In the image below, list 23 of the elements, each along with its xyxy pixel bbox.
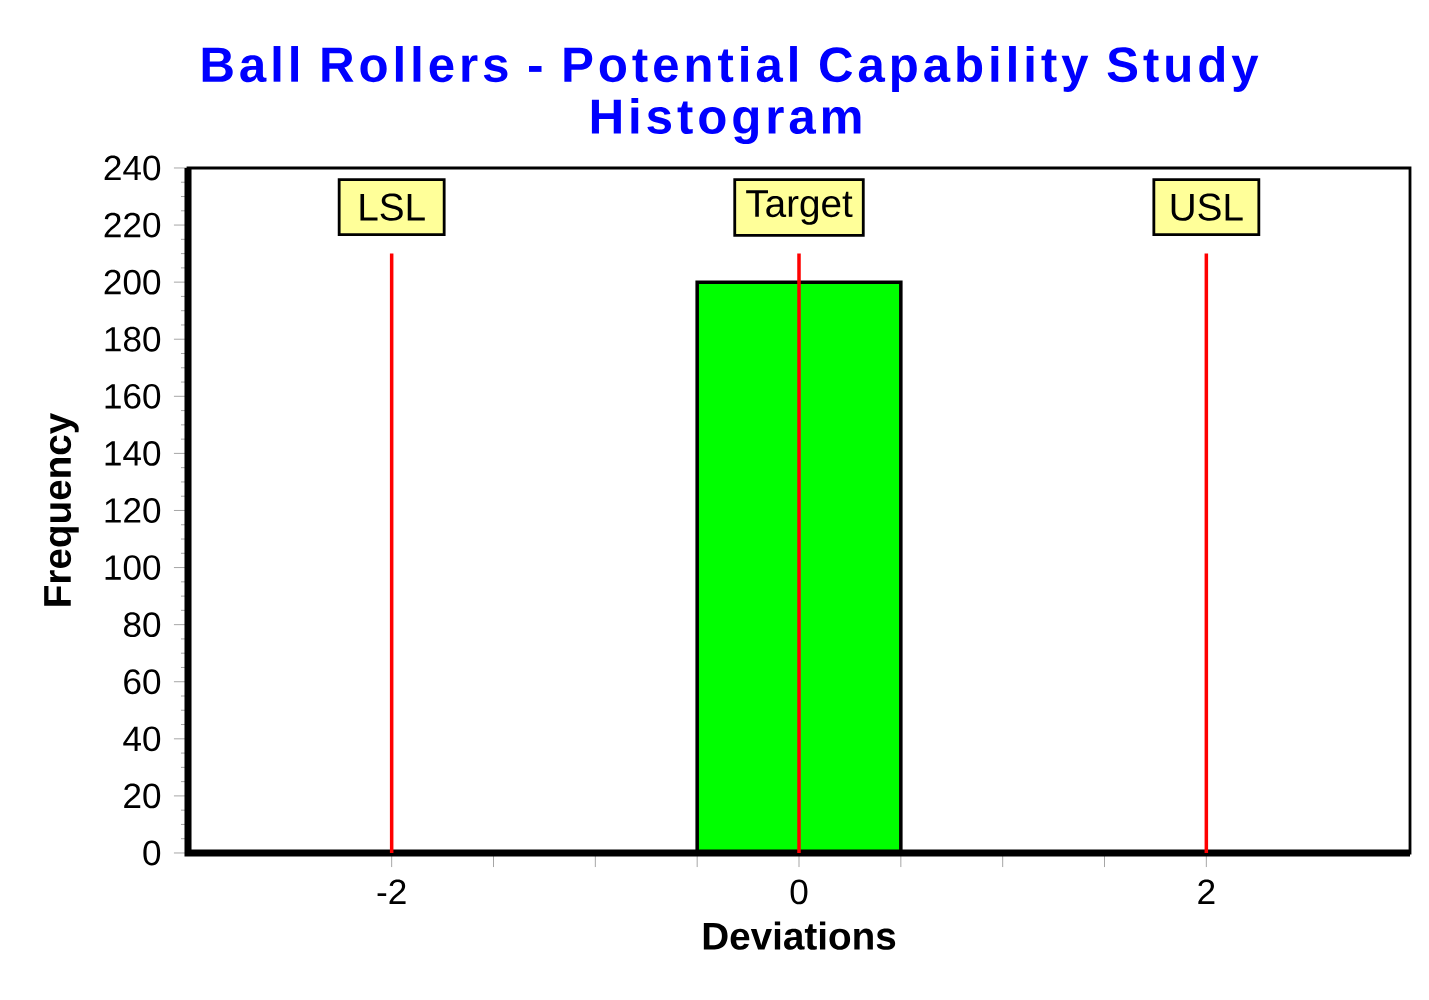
y-tick-label: 140 (105, 440, 161, 466)
y-tick-label: 40 (123, 726, 161, 752)
y-tick-label: 20 (124, 783, 161, 809)
y-tick-label: 200 (104, 269, 161, 295)
x-tick-label: -2 (377, 879, 406, 904)
ref-line-label: USL (1171, 193, 1243, 221)
y-tick-label: 0 (143, 840, 161, 866)
y-tick-label: 120 (105, 498, 161, 523)
x-tick-label: 2 (1198, 879, 1215, 904)
y-tick-label: 160 (105, 383, 161, 409)
chart-subtitle: Histogram (591, 97, 861, 144)
y-tick-label: 180 (105, 326, 161, 352)
chart-title: Ball Rollers - Potential Capability Study (202, 46, 1259, 92)
y-tick-label: 100 (105, 555, 161, 580)
y-tick-label: 240 (104, 155, 161, 181)
y-tick-label: 60 (124, 669, 161, 695)
y-tick-label: 80 (123, 612, 161, 638)
ref-line-label: Target (746, 190, 853, 225)
x-axis-title: Deviations (703, 921, 896, 950)
y-axis-title: Frequency (44, 412, 79, 606)
x-tick-label: 0 (790, 879, 808, 905)
ref-line-label: LSL (360, 193, 425, 221)
y-tick-label: 220 (104, 212, 161, 238)
